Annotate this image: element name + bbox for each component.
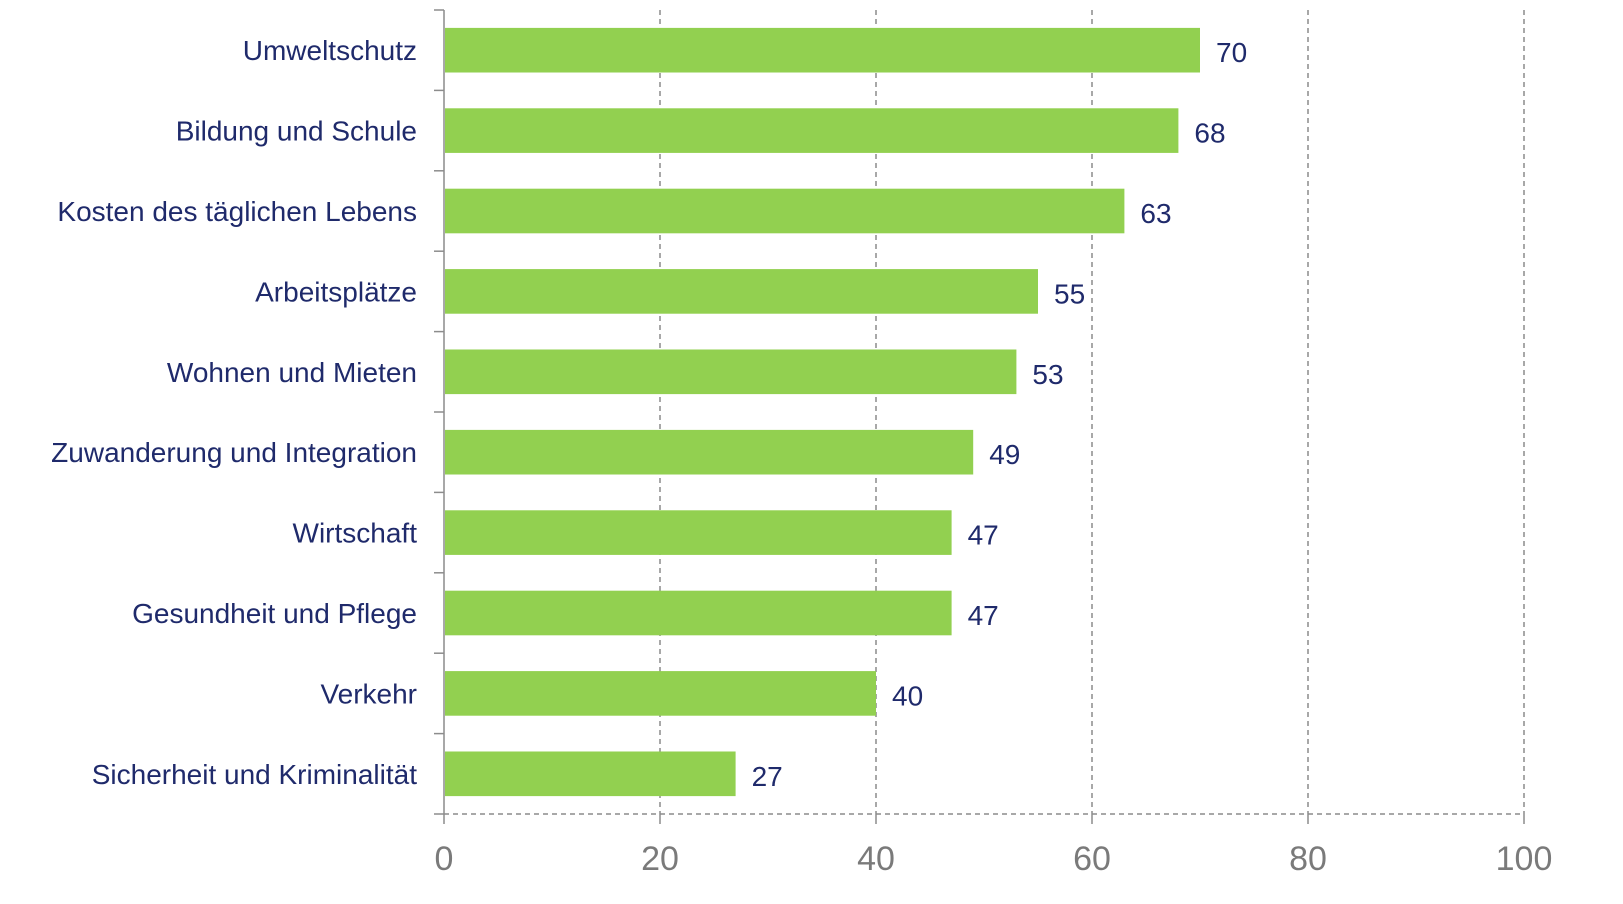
x-tick-label: 60: [1073, 840, 1111, 878]
category-label: Zuwanderung und Integration: [51, 437, 417, 468]
bar: [445, 510, 952, 555]
bar: [445, 429, 974, 475]
bar: [445, 188, 1125, 234]
category-labels: Umweltschutz Bildung und Schule Kosten des…: [51, 35, 417, 790]
category-label: Arbeitsplätze: [255, 276, 417, 307]
category-label: Wohnen und Mieten: [167, 357, 417, 388]
x-tick-label: 0: [435, 840, 454, 878]
value-label: 27: [752, 761, 783, 792]
value-label: 63: [1140, 198, 1171, 229]
bars: [445, 27, 1200, 797]
category-label: Umweltschutz: [243, 35, 417, 66]
value-label: 53: [1032, 359, 1063, 390]
axes: [434, 9, 1525, 824]
bar: [445, 671, 876, 716]
value-label: 47: [968, 600, 999, 631]
category-label: Kosten des täglichen Lebens: [57, 196, 417, 227]
x-tick-label: 100: [1496, 840, 1553, 878]
bar: [445, 751, 736, 797]
value-label: 68: [1194, 118, 1225, 149]
value-label: 49: [989, 439, 1020, 470]
x-tick-label: 20: [641, 840, 679, 878]
bar: [445, 349, 1017, 395]
value-label: 70: [1216, 37, 1247, 68]
category-label: Wirtschaft: [293, 518, 418, 549]
bar: [445, 108, 1179, 153]
x-tick-labels: 0 20 40 60 80 100: [435, 840, 1553, 878]
category-label: Sicherheit und Kriminalität: [92, 759, 417, 790]
bar: [445, 27, 1200, 73]
bar: [445, 269, 1038, 314]
category-label: Gesundheit und Pflege: [132, 598, 417, 629]
value-labels: 70 68 63 55 53 49 47 47 40 27: [752, 37, 1248, 792]
bar: [445, 590, 952, 636]
value-label: 40: [892, 680, 923, 711]
category-label: Bildung und Schule: [176, 116, 417, 147]
value-label: 55: [1054, 278, 1085, 309]
value-label: 47: [968, 520, 999, 551]
x-tick-label: 80: [1289, 840, 1327, 878]
x-tick-label: 40: [857, 840, 895, 878]
category-label: Verkehr: [321, 678, 418, 709]
